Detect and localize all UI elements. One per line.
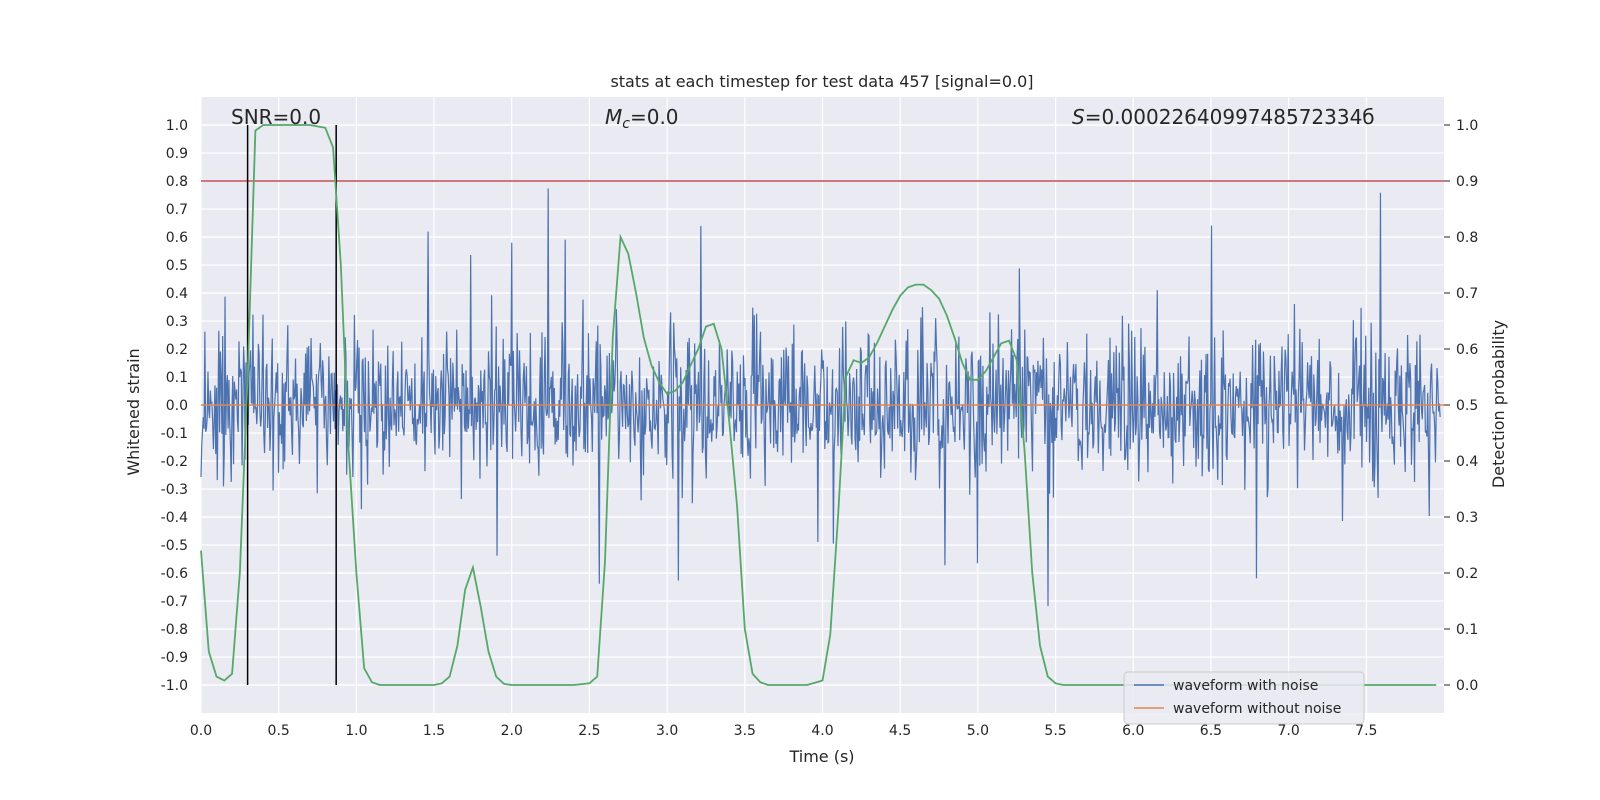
legend: waveform with noise waveform without noi… bbox=[1123, 671, 1365, 725]
y-right-tick-label: 0.0 bbox=[1456, 678, 1478, 694]
y-tick-label: 0.7 bbox=[166, 202, 188, 218]
overlay-lines bbox=[200, 124, 1444, 686]
chart-title: stats at each timestep for test data 457… bbox=[610, 72, 1033, 91]
x-tick-label: 7.5 bbox=[1355, 723, 1377, 739]
x-tick-label: 7.0 bbox=[1277, 723, 1299, 739]
s-value: =0.0002264099748572334б bbox=[1085, 105, 1375, 129]
y-tick-label: -0.8 bbox=[161, 622, 188, 638]
legend-entry-noise: waveform with noise bbox=[1173, 678, 1318, 694]
x-tick-label: 5.0 bbox=[967, 723, 989, 739]
x-tick-label: 0.0 bbox=[190, 723, 212, 739]
x-axis: 0.0 0.5 1.0 1.5 2.0 2.5 3.0 3.5 4.0 4.5 5.0 5.5 6.0 6… bbox=[190, 723, 1378, 739]
s-symbol: S bbox=[1072, 105, 1085, 129]
y-right-tick-label: 1.0 bbox=[1456, 118, 1478, 134]
y-tick-label: -0.4 bbox=[161, 510, 188, 526]
chirp-mass-value: =0.0 bbox=[630, 105, 679, 129]
y-axis-right: 0.0 0.1 0.2 0.3 0.4 0.5 0.6 0.7 0.8 0.9 1.0 bbox=[1444, 118, 1478, 694]
x-tick-label: 0.5 bbox=[268, 723, 290, 739]
y-tick-label: -1.0 bbox=[161, 678, 188, 694]
s-annotation: S=0.0002264099748572334б bbox=[1072, 105, 1375, 129]
y-tick-label: 0.8 bbox=[166, 174, 188, 190]
y-tick-label: -0.3 bbox=[161, 482, 188, 498]
detection-probability-line bbox=[200, 124, 1437, 686]
y-right-tick-label: 0.9 bbox=[1456, 174, 1478, 190]
x-tick-label: 4.5 bbox=[889, 723, 911, 739]
y-tick-label: -0.1 bbox=[161, 426, 188, 442]
y-tick-label: 0.1 bbox=[166, 370, 188, 386]
y-tick-label: 0.4 bbox=[166, 286, 188, 302]
y-axis-label: Whitened strain bbox=[124, 348, 143, 475]
y-tick-label: 0.0 bbox=[166, 398, 188, 414]
y-tick-label: -0.5 bbox=[161, 538, 188, 554]
chirp-mass-annotation: Mc=0.0 bbox=[605, 105, 679, 132]
x-tick-label: 2.5 bbox=[578, 723, 600, 739]
y-tick-label: -0.6 bbox=[161, 566, 188, 582]
y-right-tick-label: 0.6 bbox=[1456, 342, 1478, 358]
y-tick-label: -0.2 bbox=[161, 454, 188, 470]
x-tick-label: 3.5 bbox=[734, 723, 756, 739]
chirp-mass-symbol: M bbox=[605, 105, 622, 129]
y-right-tick-label: 0.7 bbox=[1456, 286, 1478, 302]
x-tick-label: 4.0 bbox=[811, 723, 833, 739]
legend-box bbox=[1123, 671, 1365, 725]
y-right-tick-label: 0.3 bbox=[1456, 510, 1478, 526]
y-tick-label: 0.6 bbox=[166, 230, 188, 246]
y-tick-label: 1.0 bbox=[166, 118, 188, 134]
x-tick-label: 6.5 bbox=[1200, 723, 1222, 739]
y-axis-left: 1.0 0.9 0.8 0.7 0.6 0.5 0.4 0.3 0.2 0.1 0.0 -0.1 -0.… bbox=[161, 118, 188, 694]
x-axis-label: Time (s) bbox=[788, 747, 854, 766]
y-tick-label: 0.5 bbox=[166, 258, 188, 274]
y-tick-label: 0.2 bbox=[166, 342, 188, 358]
legend-entry-clean: waveform without noise bbox=[1173, 701, 1341, 717]
y-right-tick-label: 0.5 bbox=[1456, 398, 1478, 414]
snr-annotation: SNR=0.0 bbox=[231, 105, 321, 129]
x-tick-label: 2.0 bbox=[501, 723, 523, 739]
x-tick-label: 6.0 bbox=[1122, 723, 1144, 739]
y-right-tick-label: 0.2 bbox=[1456, 566, 1478, 582]
y-right-tick-label: 0.8 bbox=[1456, 230, 1478, 246]
y-axis-right-label: Detection probability bbox=[1489, 320, 1508, 488]
y-tick-label: 0.3 bbox=[166, 314, 188, 330]
y-tick-label: 0.9 bbox=[166, 146, 188, 162]
y-right-tick-label: 0.4 bbox=[1456, 454, 1478, 470]
x-tick-label: 5.5 bbox=[1044, 723, 1066, 739]
x-tick-label: 3.0 bbox=[656, 723, 678, 739]
y-right-tick-label: 0.1 bbox=[1456, 622, 1478, 638]
x-tick-label: 1.5 bbox=[423, 723, 445, 739]
x-tick-label: 1.0 bbox=[345, 723, 367, 739]
y-tick-label: -0.9 bbox=[161, 650, 188, 666]
y-tick-label: -0.7 bbox=[161, 594, 188, 610]
chirp-mass-subscript: c bbox=[622, 116, 630, 132]
